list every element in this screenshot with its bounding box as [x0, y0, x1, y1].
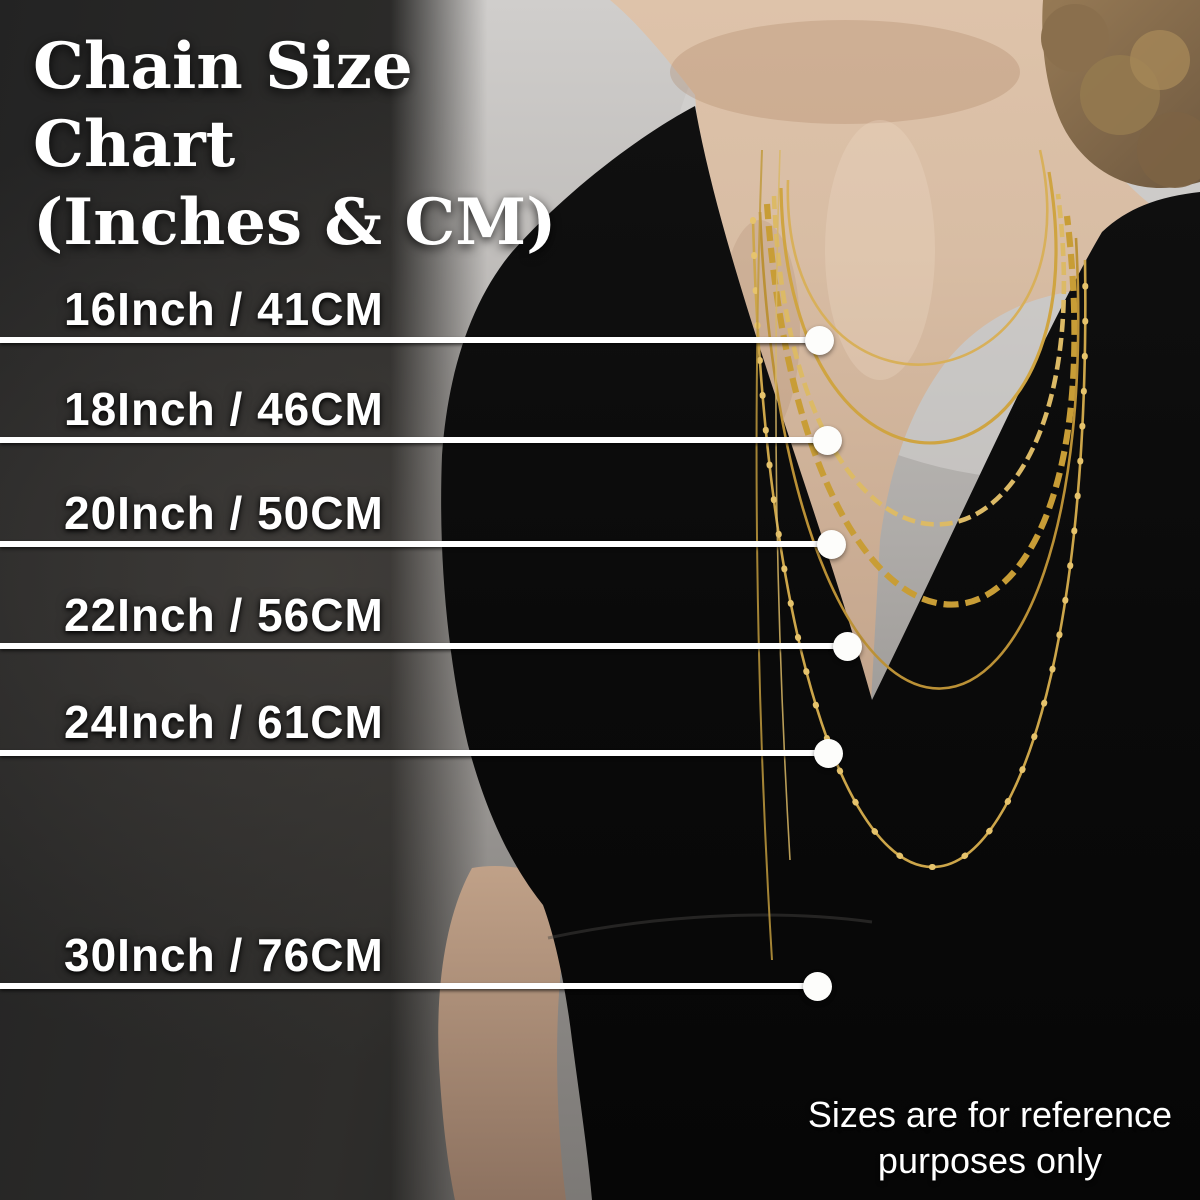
callout-line — [0, 643, 847, 649]
black-top — [441, 106, 1200, 1200]
chart-title-line1: Chain Size Chart — [33, 29, 413, 183]
size-label: 30Inch / 76CM — [64, 929, 384, 981]
necklace-chain-18in — [779, 171, 1058, 445]
waist-seam — [547, 913, 873, 940]
size-label: 16Inch / 41CM — [64, 283, 384, 335]
callout-line — [0, 337, 819, 343]
chart-title-line2: (Inches & CM) — [33, 185, 557, 261]
model-arm — [438, 866, 578, 1200]
callout-dot — [805, 326, 834, 355]
necklace-chain-24in — [758, 211, 1080, 690]
necklace-side-strands — [755, 149, 791, 961]
callout-dot — [833, 632, 862, 661]
size-label: 18Inch / 46CM — [64, 383, 384, 435]
callout-dot — [803, 972, 832, 1001]
size-label: 22Inch / 56CM — [64, 589, 384, 641]
size-label: 20Inch / 50CM — [64, 487, 384, 539]
disclaimer: Sizes are for reference purposes only — [780, 1092, 1200, 1184]
callout-line — [0, 541, 831, 547]
callout-line — [0, 437, 827, 443]
necklace-chain-beads — [750, 217, 1089, 870]
necklace-chain-20in — [771, 193, 1067, 527]
size-label: 24Inch / 61CM — [64, 696, 384, 748]
callout-line — [0, 750, 828, 756]
callout-dot — [813, 426, 842, 455]
necklace-chains — [750, 149, 1089, 870]
callout-dot — [814, 739, 843, 768]
chart-title: Chain Size Chart (Inches & CM) — [33, 28, 593, 262]
disclaimer-line2: purposes only — [877, 1140, 1103, 1182]
disclaimer-line1: Sizes are for reference — [807, 1094, 1173, 1135]
callout-line — [0, 983, 817, 989]
necklace-chain-16in — [786, 149, 1049, 366]
necklace-chain-22in — [763, 203, 1078, 608]
model-hair — [1005, 0, 1200, 189]
callout-dot — [817, 530, 846, 559]
